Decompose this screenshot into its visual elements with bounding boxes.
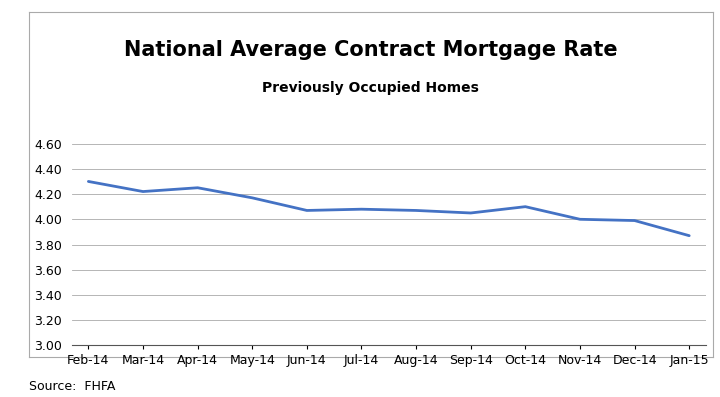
Text: Previously Occupied Homes: Previously Occupied Homes xyxy=(262,81,480,95)
Text: Source:  FHFA: Source: FHFA xyxy=(29,380,115,393)
Text: National Average Contract Mortgage Rate: National Average Contract Mortgage Rate xyxy=(124,40,618,60)
